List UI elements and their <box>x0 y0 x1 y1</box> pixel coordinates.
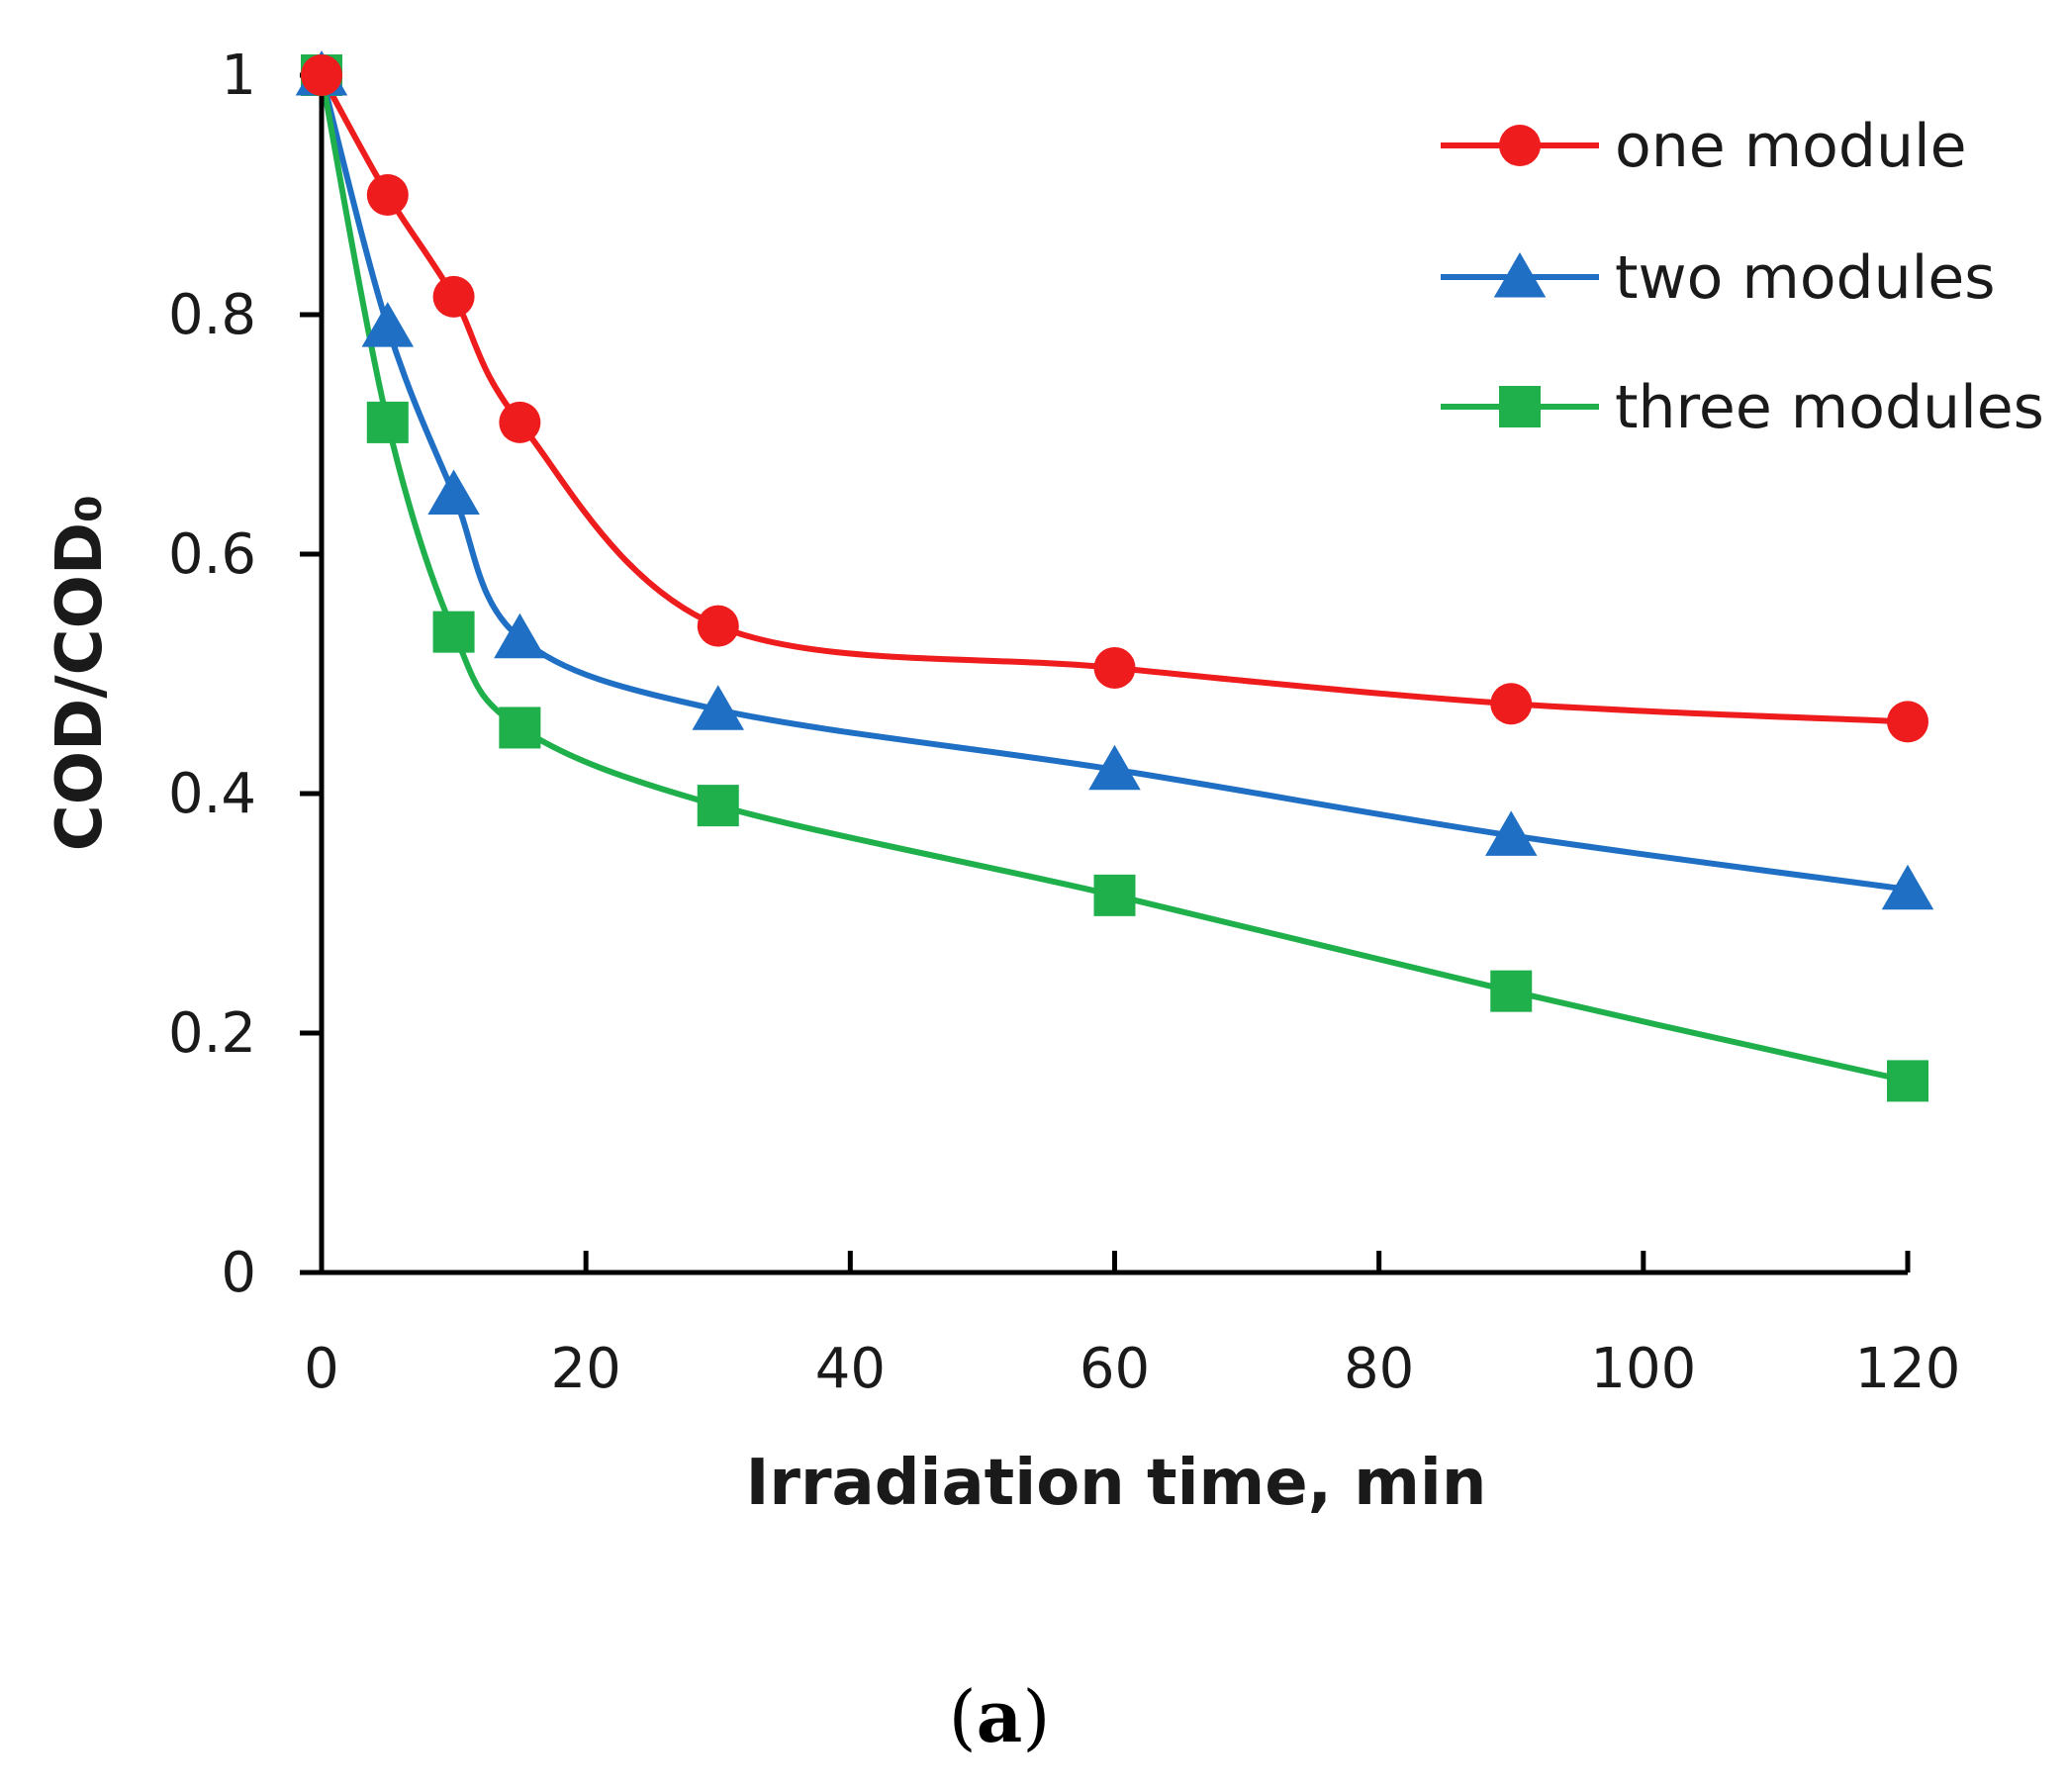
y-tick-label-0.6: 0.6 <box>168 522 256 587</box>
point-two-modules-5 <box>361 302 415 347</box>
point-three-modules-90 <box>1490 970 1533 1012</box>
point-two-modules-60 <box>1088 744 1141 791</box>
x-tick-label-40: 40 <box>815 1337 886 1401</box>
x-axis-title: Irradiation time, min <box>746 1447 1487 1520</box>
point-three-modules-15 <box>499 707 541 749</box>
point-one-module-5 <box>366 174 409 216</box>
x-tick-label-20: 20 <box>551 1337 621 1401</box>
x-tick-label-120: 120 <box>1855 1337 1961 1401</box>
caption-letter: a <box>977 1674 1023 1758</box>
point-one-module-0 <box>301 54 342 96</box>
legend: one module two modules three modules <box>1441 112 2044 442</box>
series-markers <box>295 50 1934 1102</box>
x-tick-label-60: 60 <box>1080 1337 1150 1401</box>
legend-label-one-module: one module <box>1615 112 1967 181</box>
point-one-module-10 <box>432 275 475 318</box>
figure-caption: (a) <box>949 1674 1051 1758</box>
y-axis-title: COD/COD₀ <box>44 495 117 851</box>
point-three-modules-120 <box>1887 1060 1928 1102</box>
point-one-module-60 <box>1093 646 1136 689</box>
legend-label-three-modules: three modules <box>1615 373 2044 442</box>
legend-marker-two-modules <box>1493 252 1547 298</box>
point-one-module-15 <box>499 401 541 443</box>
y-tick-label-1: 1 <box>221 44 256 108</box>
series-line-three-modules <box>319 74 1909 1085</box>
point-three-modules-5 <box>366 401 409 443</box>
series-lines <box>319 73 1909 1085</box>
x-tick-label-100: 100 <box>1590 1337 1696 1401</box>
y-tick-label-0.4: 0.4 <box>168 762 256 826</box>
point-two-modules-30 <box>692 685 744 730</box>
point-two-modules-120 <box>1881 864 1934 910</box>
y-tick-label-0.2: 0.2 <box>168 1001 256 1066</box>
point-two-modules-90 <box>1485 810 1538 856</box>
point-one-module-30 <box>697 605 739 647</box>
caption-close-paren: ) <box>1022 1675 1050 1758</box>
legend-marker-three-modules <box>1499 386 1541 427</box>
point-one-module-120 <box>1887 701 1928 743</box>
point-three-modules-30 <box>697 785 739 827</box>
point-one-module-90 <box>1490 683 1533 725</box>
y-tick-label-0: 0 <box>221 1241 256 1305</box>
point-three-modules-60 <box>1093 874 1136 916</box>
point-two-modules-10 <box>427 469 480 515</box>
ticks: 0 20 40 60 80 100 120 0 0.2 0.4 0.6 0.8 1 <box>168 44 1961 1401</box>
point-three-modules-10 <box>432 611 475 653</box>
point-two-modules-15 <box>494 613 546 659</box>
legend-label-two-modules: two modules <box>1615 243 1996 313</box>
x-tick-label-0: 0 <box>304 1337 339 1401</box>
caption-open-paren: ( <box>949 1675 977 1758</box>
x-tick-label-80: 80 <box>1344 1337 1414 1401</box>
legend-marker-one-module <box>1499 125 1541 166</box>
y-tick-label-0.8: 0.8 <box>168 283 256 347</box>
